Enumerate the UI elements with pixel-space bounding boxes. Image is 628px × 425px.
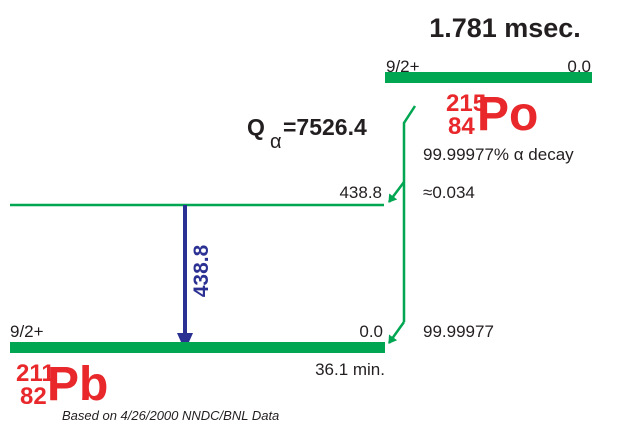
gamma-energy-label: 438.8 [190, 244, 213, 297]
parent-decay-mode: 99.99977% α decay [423, 145, 574, 164]
q-value-subscript: α [270, 131, 282, 153]
daughter-branching: 99.99977 [423, 322, 494, 341]
parent-element-symbol: Po [477, 88, 538, 141]
daughter-atomic-number: 82 [20, 383, 47, 410]
daughter-spin-label: 9/2+ [10, 322, 44, 341]
alpha-branch-arrow-excited [388, 181, 405, 203]
excited-level-branching: ≈0.034 [423, 183, 475, 202]
data-source-footnote: Based on 4/26/2000 NNDC/BNL Data [62, 408, 279, 423]
alpha-decay-path [402, 105, 417, 322]
alpha-branch-arrow-ground [387, 321, 406, 344]
excited-level-energy: 438.8 [339, 183, 382, 202]
parent-half-life: 1.781 msec. [429, 13, 581, 43]
parent-mass-number: 215 [446, 90, 486, 117]
parent-energy-label: 0.0 [567, 57, 591, 76]
parent-spin-label: 9/2+ [386, 57, 420, 76]
q-value-energy: =7526.4 [283, 114, 367, 140]
daughter-element-symbol: Pb [47, 358, 108, 411]
q-value-prefix: Q [247, 114, 265, 140]
daughter-energy-label: 0.0 [359, 322, 383, 341]
daughter-half-life: 36.1 min. [315, 360, 385, 379]
parent-atomic-number: 84 [448, 113, 475, 140]
daughter-mass-number: 211 [16, 360, 55, 387]
